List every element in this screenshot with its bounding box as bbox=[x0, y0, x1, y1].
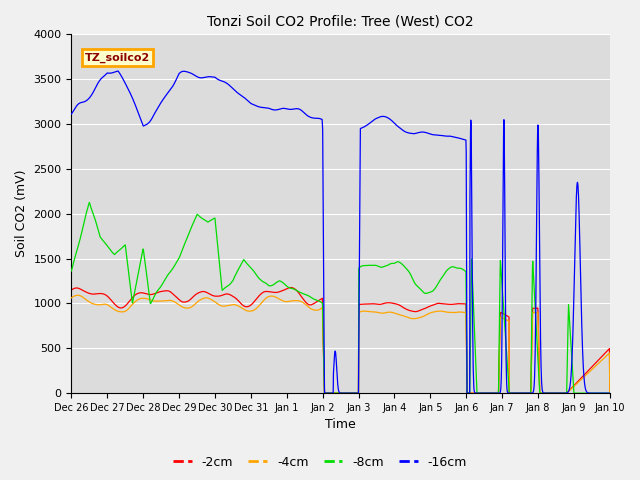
Y-axis label: Soil CO2 (mV): Soil CO2 (mV) bbox=[15, 170, 28, 257]
Text: TZ_soilco2: TZ_soilco2 bbox=[85, 52, 150, 62]
Legend: -2cm, -4cm, -8cm, -16cm: -2cm, -4cm, -8cm, -16cm bbox=[168, 451, 472, 474]
Title: Tonzi Soil CO2 Profile: Tree (West) CO2: Tonzi Soil CO2 Profile: Tree (West) CO2 bbox=[207, 15, 474, 29]
X-axis label: Time: Time bbox=[325, 419, 356, 432]
